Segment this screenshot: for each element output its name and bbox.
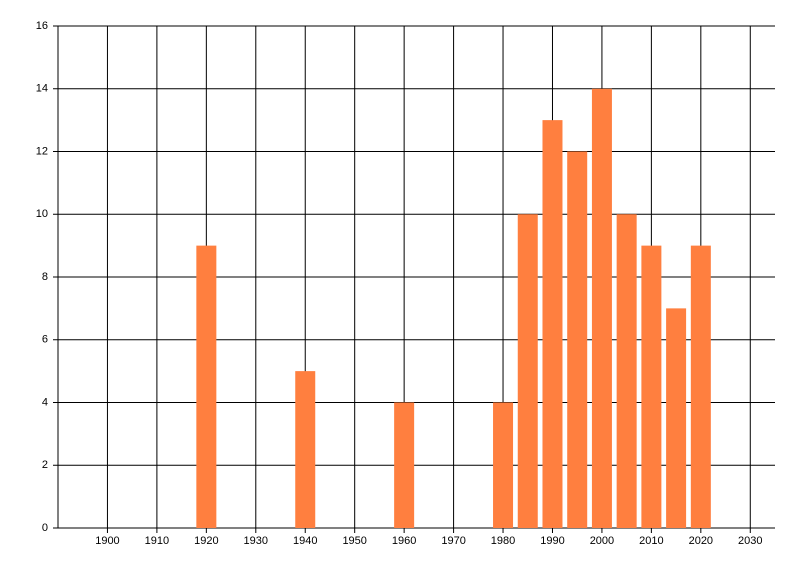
x-tick-label: 1970 bbox=[441, 535, 465, 547]
bar bbox=[517, 214, 538, 528]
x-tick-label: 1920 bbox=[194, 535, 218, 547]
y-tick-label: 8 bbox=[42, 271, 48, 283]
y-tick-label: 14 bbox=[36, 83, 48, 95]
x-tick-label: 1940 bbox=[293, 535, 317, 547]
x-tick-label: 1910 bbox=[145, 535, 169, 547]
bar bbox=[542, 120, 563, 528]
bar bbox=[567, 151, 588, 528]
x-tick-label: 1990 bbox=[540, 535, 564, 547]
x-tick-label: 1930 bbox=[244, 535, 268, 547]
x-tick-label: 1980 bbox=[491, 535, 515, 547]
bar bbox=[591, 88, 612, 528]
x-tick-label: 2010 bbox=[639, 535, 663, 547]
x-tick-label: 2030 bbox=[738, 535, 762, 547]
bar bbox=[295, 371, 316, 528]
y-tick-label: 6 bbox=[42, 334, 48, 346]
x-tick-label: 1960 bbox=[392, 535, 416, 547]
y-tick-label: 16 bbox=[36, 20, 48, 32]
bar bbox=[196, 245, 217, 528]
bar bbox=[394, 402, 415, 528]
bar bbox=[641, 245, 662, 528]
y-tick-label: 10 bbox=[36, 208, 48, 220]
bar bbox=[690, 245, 711, 528]
x-tick-label: 1950 bbox=[342, 535, 366, 547]
y-tick-label: 4 bbox=[42, 396, 48, 408]
bar bbox=[616, 214, 637, 528]
bar bbox=[493, 402, 514, 528]
y-tick-label: 12 bbox=[36, 145, 48, 157]
x-tick-label: 1900 bbox=[95, 535, 119, 547]
y-tick-label: 0 bbox=[42, 522, 48, 534]
y-tick-label: 2 bbox=[42, 459, 48, 471]
bar bbox=[666, 308, 687, 528]
x-tick-label: 2020 bbox=[689, 535, 713, 547]
x-tick-label: 2000 bbox=[590, 535, 614, 547]
